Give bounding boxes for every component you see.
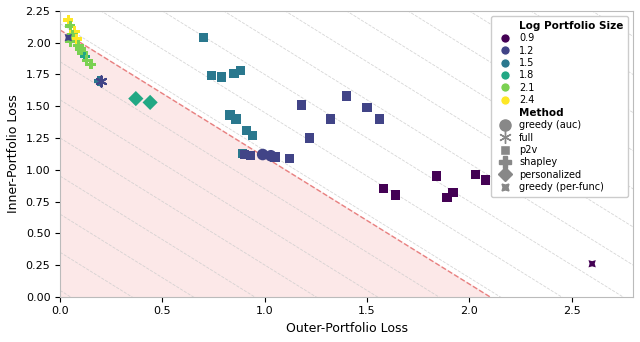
Point bbox=[305, 135, 315, 141]
Point bbox=[67, 32, 77, 38]
Point bbox=[247, 133, 257, 138]
Point bbox=[481, 177, 491, 183]
Point bbox=[390, 193, 401, 198]
X-axis label: Outer-Portfolio Loss: Outer-Portfolio Loss bbox=[285, 322, 408, 335]
Point bbox=[63, 17, 74, 23]
Point bbox=[325, 116, 335, 122]
Point bbox=[229, 70, 239, 76]
Point bbox=[225, 113, 235, 118]
Point bbox=[378, 186, 388, 192]
Point bbox=[587, 261, 597, 266]
Point bbox=[470, 172, 481, 177]
Point bbox=[571, 175, 581, 180]
Point bbox=[342, 93, 352, 99]
Point bbox=[245, 153, 255, 158]
Point bbox=[69, 28, 79, 34]
Point bbox=[131, 96, 141, 101]
Y-axis label: Inner-Portfolio Loss: Inner-Portfolio Loss bbox=[7, 94, 20, 213]
Point bbox=[241, 128, 252, 133]
Point bbox=[237, 150, 247, 156]
Point bbox=[591, 184, 602, 189]
Point bbox=[362, 105, 372, 110]
Point bbox=[257, 152, 268, 157]
Point bbox=[76, 46, 86, 52]
Point bbox=[231, 116, 241, 122]
Point bbox=[65, 39, 76, 44]
Point bbox=[81, 58, 92, 63]
Point bbox=[442, 195, 452, 200]
Point bbox=[198, 35, 209, 40]
Point bbox=[65, 24, 76, 29]
Legend: Log Portfolio Size, 0.9, 1.2, 1.5, 1.8, 2.1, 2.4, Method, greedy (auc), full, p2: Log Portfolio Size, 0.9, 1.2, 1.5, 1.8, … bbox=[491, 16, 628, 197]
Point bbox=[94, 78, 104, 83]
Point bbox=[74, 42, 84, 48]
Point bbox=[63, 35, 74, 40]
Point bbox=[284, 156, 294, 161]
Point bbox=[235, 68, 245, 74]
Point bbox=[86, 62, 96, 67]
Point bbox=[77, 50, 88, 56]
Point bbox=[374, 116, 385, 122]
Point bbox=[448, 190, 458, 195]
Point bbox=[216, 74, 227, 80]
Point bbox=[431, 173, 442, 179]
Point bbox=[145, 100, 156, 105]
Point bbox=[270, 154, 280, 160]
Point bbox=[296, 102, 307, 108]
Point bbox=[96, 78, 106, 83]
Point bbox=[207, 73, 217, 78]
Polygon shape bbox=[60, 30, 490, 297]
Point bbox=[266, 153, 276, 158]
Point bbox=[239, 152, 250, 157]
Point bbox=[71, 36, 81, 42]
Point bbox=[79, 54, 90, 60]
